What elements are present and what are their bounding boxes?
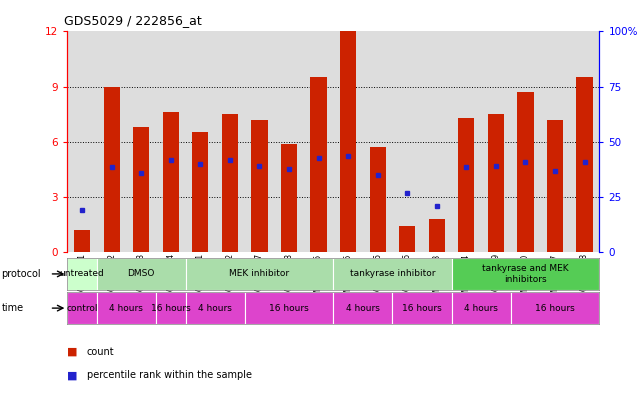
Text: control: control bbox=[66, 304, 98, 312]
Text: percentile rank within the sample: percentile rank within the sample bbox=[87, 370, 251, 380]
Bar bbox=[156, 292, 185, 324]
Text: MEK inhibitor: MEK inhibitor bbox=[229, 270, 290, 278]
Bar bbox=[185, 31, 215, 252]
Text: ■: ■ bbox=[67, 370, 78, 380]
Bar bbox=[215, 31, 245, 252]
Text: 4 hours: 4 hours bbox=[110, 304, 144, 312]
Bar bbox=[363, 31, 392, 252]
Bar bbox=[67, 258, 97, 290]
Bar bbox=[576, 77, 593, 252]
Bar bbox=[340, 31, 356, 252]
Bar bbox=[304, 31, 333, 252]
Bar bbox=[222, 114, 238, 252]
Bar bbox=[392, 31, 422, 252]
Bar bbox=[245, 31, 274, 252]
Bar bbox=[245, 292, 333, 324]
Bar bbox=[333, 292, 392, 324]
Bar bbox=[97, 292, 156, 324]
Bar bbox=[97, 31, 126, 252]
Text: count: count bbox=[87, 347, 114, 357]
Text: 16 hours: 16 hours bbox=[535, 304, 575, 312]
Bar bbox=[399, 226, 415, 252]
Bar bbox=[451, 258, 599, 290]
Text: time: time bbox=[1, 303, 24, 313]
Bar bbox=[97, 258, 185, 290]
Text: 4 hours: 4 hours bbox=[346, 304, 380, 312]
Text: tankyrase and MEK
inhibitors: tankyrase and MEK inhibitors bbox=[482, 264, 569, 284]
Bar bbox=[517, 92, 533, 252]
Bar bbox=[451, 292, 511, 324]
Text: DMSO: DMSO bbox=[128, 270, 155, 278]
Bar bbox=[74, 230, 90, 252]
Bar bbox=[185, 292, 245, 324]
Bar bbox=[570, 31, 599, 252]
Bar bbox=[511, 292, 599, 324]
Bar bbox=[163, 112, 179, 252]
Bar bbox=[126, 31, 156, 252]
Bar bbox=[488, 114, 504, 252]
Bar bbox=[67, 292, 97, 324]
Bar bbox=[281, 143, 297, 252]
Text: GDS5029 / 222856_at: GDS5029 / 222856_at bbox=[64, 14, 202, 27]
Text: 4 hours: 4 hours bbox=[464, 304, 498, 312]
Bar bbox=[451, 31, 481, 252]
Bar bbox=[251, 119, 267, 252]
Bar bbox=[156, 31, 185, 252]
Bar bbox=[310, 77, 327, 252]
Bar bbox=[429, 219, 445, 252]
Bar bbox=[540, 31, 570, 252]
Bar bbox=[369, 147, 386, 252]
Text: ■: ■ bbox=[67, 347, 78, 357]
Text: 16 hours: 16 hours bbox=[402, 304, 442, 312]
Bar bbox=[333, 258, 451, 290]
Text: 16 hours: 16 hours bbox=[269, 304, 309, 312]
Bar bbox=[67, 31, 97, 252]
Text: 16 hours: 16 hours bbox=[151, 304, 190, 312]
Bar bbox=[392, 292, 451, 324]
Bar bbox=[192, 132, 208, 252]
Bar bbox=[547, 119, 563, 252]
Text: untreated: untreated bbox=[60, 270, 104, 278]
Bar bbox=[274, 31, 304, 252]
Text: tankyrase inhibitor: tankyrase inhibitor bbox=[350, 270, 435, 278]
Bar bbox=[422, 31, 451, 252]
Bar bbox=[103, 86, 120, 252]
Bar bbox=[511, 31, 540, 252]
Bar bbox=[481, 31, 511, 252]
Bar bbox=[185, 258, 333, 290]
Bar bbox=[133, 127, 149, 252]
Bar bbox=[333, 31, 363, 252]
Text: protocol: protocol bbox=[1, 269, 41, 279]
Text: 4 hours: 4 hours bbox=[198, 304, 232, 312]
Bar bbox=[458, 118, 474, 252]
